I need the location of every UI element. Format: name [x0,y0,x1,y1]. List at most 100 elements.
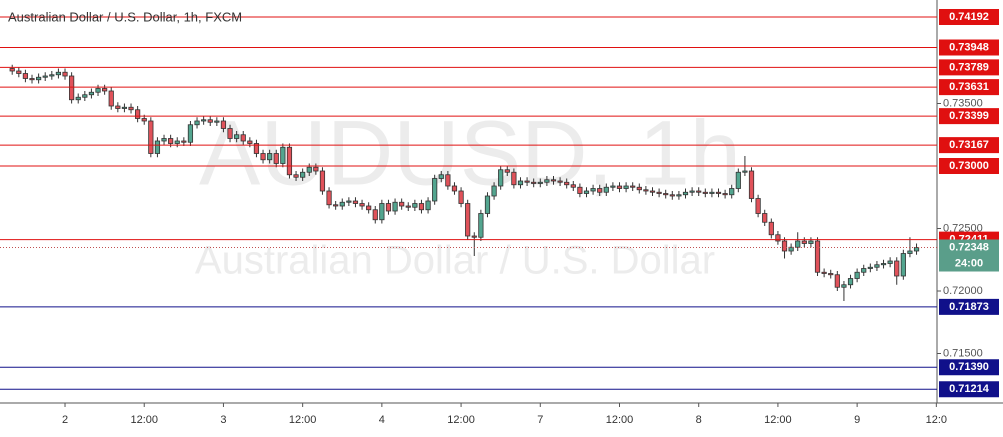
candle-body [174,140,180,144]
candle-body [880,263,887,266]
candle-body [676,194,682,197]
candle-body [75,96,81,101]
level-label: 0.71873 [949,301,989,313]
x-tick-label: 12:0 [926,414,947,426]
candle-body [861,268,867,273]
candle-body [597,188,603,193]
candle-body [590,188,596,192]
chart-title: Australian Dollar / U.S. Dollar, 1h, FXC… [8,9,242,24]
y-tick-label: 0.73500 [943,97,983,109]
watermark-subtitle: Australian Dollar / U.S. Dollar [195,239,715,283]
candle-body [121,106,128,109]
candle-body [432,178,438,202]
x-tick-label: 12:00 [606,414,634,426]
candle-body [577,186,583,194]
level-label-bg [939,108,999,125]
candle-body [696,190,702,193]
candle-body [445,174,451,187]
x-tick-label: 9 [854,414,860,426]
candle-body [649,190,656,193]
candle-body [610,185,616,188]
level-label: 0.71390 [949,361,989,373]
candle-body [511,171,517,186]
candle-body [102,88,108,92]
candle-body [36,76,42,81]
candle-body [88,91,95,96]
candle-body [29,78,35,81]
candle-body [326,190,332,206]
level-label: 0.73948 [949,41,989,53]
candle-body [385,203,392,212]
x-tick-label: 3 [220,414,226,426]
candle-body [425,200,431,211]
candle-body [748,170,755,199]
candle-body [201,119,207,122]
candle-body [570,184,576,188]
candle-body [392,201,398,212]
candle-body [471,235,477,238]
level-label: 0.74192 [949,11,989,23]
candle-body [352,200,359,204]
candle-body [214,120,220,123]
candle-body [768,221,774,236]
candle-body [537,181,543,184]
candle-body [564,181,570,186]
candle-body [412,203,418,208]
candle-body [451,185,458,192]
level-label: 0.73789 [949,61,989,73]
level-label-bg [939,79,999,96]
candle-body [69,75,75,101]
candle-body [887,260,893,264]
candle-body [616,185,623,189]
candle-body [405,205,411,208]
candle-body [346,200,352,203]
x-tick-label: 12:00 [764,414,792,426]
candle-body [834,274,840,288]
candle-body [438,174,444,179]
candle-body [663,193,669,196]
candle-body [821,271,827,274]
current-price-bg [939,239,999,272]
level-label: 0.73000 [949,160,989,172]
candle-body [894,260,900,277]
candle-body [207,119,213,123]
candle-body [709,191,715,194]
candle-body [742,170,748,173]
candle-body [900,253,906,277]
candle-body [808,240,814,244]
candle-body [491,185,497,197]
candle-body [465,203,471,237]
candle-body [95,88,101,93]
candle-body [333,204,339,207]
candle-body [715,191,722,194]
candle-body [907,250,913,254]
level-label: 0.71214 [949,383,990,395]
candle-body [359,203,365,207]
level-label: 0.73167 [949,139,989,151]
candle-body [240,134,246,142]
level-label: 0.73399 [949,110,989,122]
current-price-label: 0.72348 [949,241,989,253]
candle-body [775,234,781,242]
candle-body [867,266,873,269]
level-label-bg [939,39,999,56]
x-tick-label: 7 [537,414,543,426]
candle-body [339,201,345,207]
candle-body [168,138,174,144]
candle-body [154,140,161,154]
candle-body [544,179,550,183]
level-label-bg [939,137,999,154]
candle-body [583,190,590,194]
candle-body [161,138,167,142]
candle-body [550,179,557,182]
level-label: 0.73631 [949,81,989,93]
candle-body [484,195,491,214]
candle-body [55,71,62,76]
candle-body [319,170,326,192]
candle-body [128,106,134,111]
x-tick-label: 8 [696,414,702,426]
candle-body [643,189,649,192]
candle-body [788,246,794,252]
candle-body [399,201,405,207]
